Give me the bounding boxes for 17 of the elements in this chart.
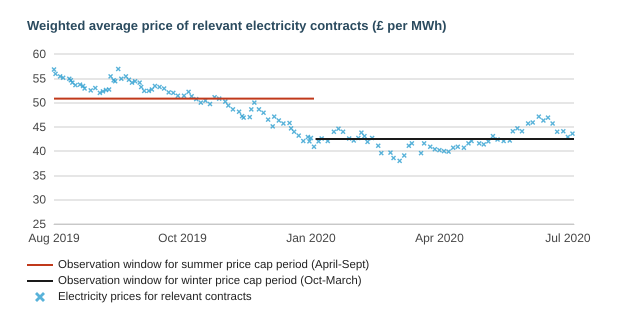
y-tick-label: 55: [32, 71, 46, 86]
x-tick-label: Aug 2019: [28, 231, 80, 245]
x-tick-label: Jan 2020: [286, 231, 336, 245]
y-tick-label: 40: [32, 144, 46, 158]
y-tick-label: 60: [32, 47, 46, 61]
x-tick-label: Apr 2020: [415, 231, 464, 245]
y-tick-label: 30: [32, 192, 46, 207]
legend-label: Observation window for winter price cap period (Oct-March): [58, 275, 362, 287]
legend-label: Observation window for summer price cap period (April-Sept): [58, 259, 370, 271]
legend-label: Electricity prices for relevant contracts: [58, 291, 252, 303]
x-tick-label: Jul 2020: [545, 231, 591, 245]
y-tick-label: 25: [32, 217, 46, 231]
chart-title: Weighted average price of relevant electricity contracts (£ per MWh): [27, 18, 446, 33]
y-tick-label: 45: [32, 120, 46, 134]
x-tick-label: Oct 2019: [158, 231, 208, 245]
y-tick-label: 35: [32, 168, 46, 182]
y-tick-label: 50: [32, 96, 46, 110]
